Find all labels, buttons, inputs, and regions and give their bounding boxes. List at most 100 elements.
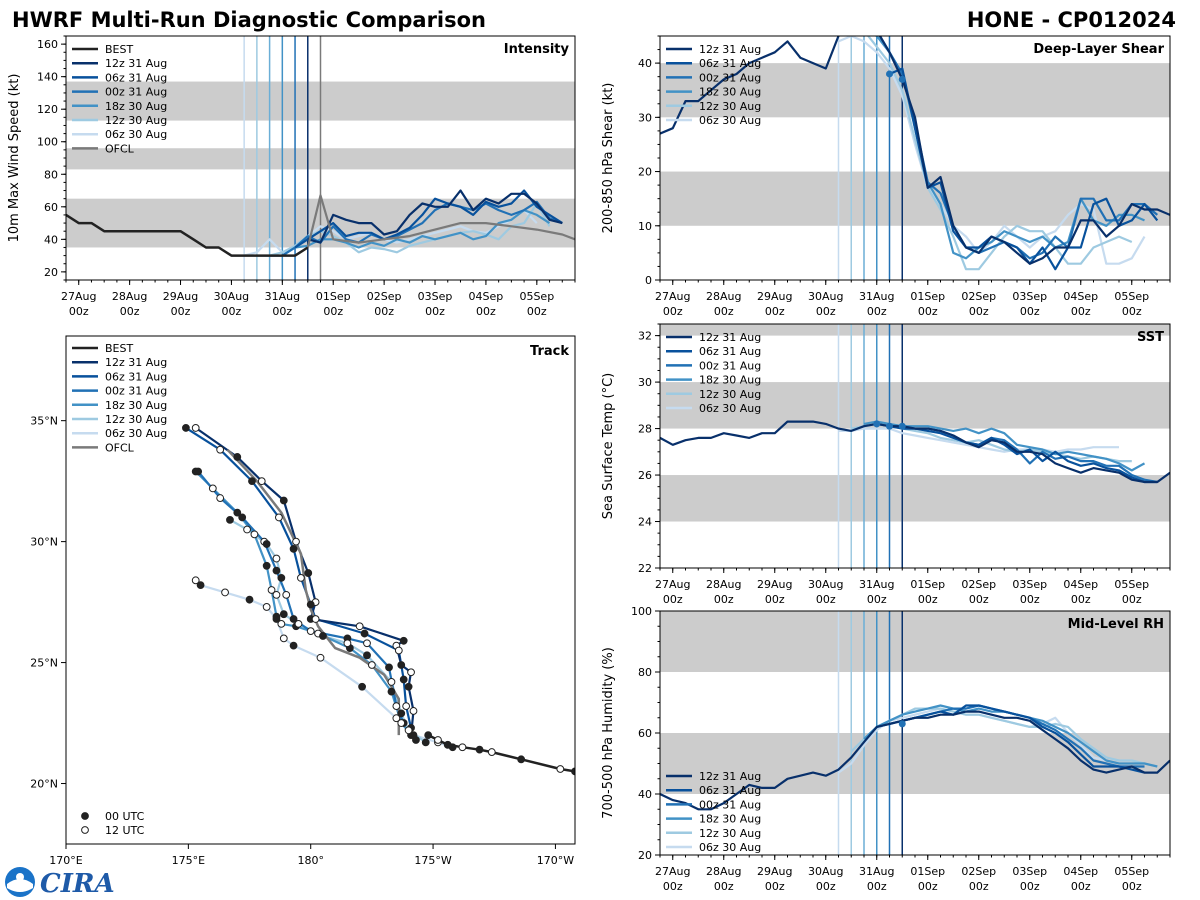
- lon-tick-label: 175°W: [414, 854, 451, 867]
- track-plot-area: [182, 424, 575, 776]
- track-point: [404, 726, 413, 735]
- track-point: [248, 477, 256, 486]
- y-tick-label: 120: [37, 103, 58, 116]
- x-tick-label-hour: 00z: [1020, 593, 1040, 606]
- y-tick-label: 140: [37, 71, 58, 84]
- x-tick-label-hour: 00z: [1071, 880, 1091, 893]
- track-point: [343, 639, 352, 648]
- y-tick-label: 20: [638, 849, 652, 862]
- y-tick-label: 40: [638, 57, 652, 70]
- x-tick-label-date: 31Aug: [859, 865, 894, 878]
- init-marker: [898, 720, 906, 728]
- x-tick-label-date: 05Sep: [1114, 290, 1149, 303]
- x-tick-label-hour: 00z: [663, 593, 683, 606]
- x-tick-label-date: 04Sep: [1063, 578, 1098, 591]
- series-line-18z-30-aug: [863, 420, 1146, 472]
- x-tick-label-hour: 00z: [663, 880, 683, 893]
- track-point: [272, 554, 281, 563]
- best-track-point: [458, 743, 467, 752]
- track-point: [267, 586, 276, 594]
- plot-area: [660, 611, 1170, 855]
- noaa-bird-icon: [16, 873, 24, 881]
- legend-label: 06z 31 Aug: [699, 784, 761, 797]
- x-tick-label-date: 01Sep: [316, 290, 351, 303]
- track-point: [355, 622, 364, 631]
- figure-title: HWRF Multi-Run Diagnostic Comparison: [12, 8, 486, 32]
- x-tick-label-date: 03Sep: [1012, 578, 1047, 591]
- legend-label: BEST: [105, 43, 133, 56]
- legend-label: 06z 30 Aug: [699, 402, 761, 415]
- track-point: [319, 632, 327, 640]
- track-point: [399, 675, 408, 684]
- track-line-12z-31-aug: [195, 426, 415, 736]
- track-point: [191, 467, 200, 476]
- x-tick-label-date: 28Aug: [112, 290, 147, 303]
- x-tick-label-hour: 00z: [867, 593, 887, 606]
- x-tick-label-date: 27Aug: [61, 290, 96, 303]
- x-tick-label-hour: 00z: [1020, 305, 1040, 318]
- legend-label: 12z 30 Aug: [699, 827, 761, 840]
- best-track-line: [427, 733, 575, 773]
- x-tick-label-date: 04Sep: [1063, 290, 1098, 303]
- legend-label: 18z 30 Aug: [699, 86, 761, 99]
- track-point: [272, 615, 281, 623]
- x-tick-label-hour: 00z: [714, 593, 734, 606]
- init-marker: [886, 422, 893, 430]
- x-tick-label-hour: 00z: [1020, 880, 1040, 893]
- lon-tick-label: 170°E: [49, 854, 82, 867]
- track-point: [306, 600, 315, 609]
- lat-tick-label: 20°N: [30, 778, 58, 791]
- track-point: [279, 610, 288, 619]
- track-point: [277, 619, 286, 628]
- marker-legend-symbol: [81, 826, 89, 834]
- x-tick-label-hour: 00z: [918, 880, 938, 893]
- track-point: [397, 719, 406, 727]
- track-point: [292, 537, 300, 546]
- y-tick-label: 40: [638, 788, 652, 801]
- track-point: [262, 603, 271, 611]
- track-point: [297, 574, 305, 582]
- track-point: [250, 530, 259, 539]
- y-axis-label: 10m Max Wind Speed (kt): [7, 74, 22, 243]
- series-line-06z-31-aug: [889, 704, 1145, 774]
- legend-label: 12z 31 Aug: [105, 356, 167, 369]
- best-track-line: [66, 213, 309, 257]
- track-point: [311, 615, 320, 623]
- x-tick-label-date: 02Sep: [961, 290, 996, 303]
- x-tick-label-hour: 00z: [171, 305, 191, 318]
- track-point: [216, 445, 225, 454]
- y-axis-label: 700-500 hPa Humidity (%): [601, 647, 616, 819]
- track-point: [392, 714, 401, 723]
- x-tick-label-hour: 00z: [969, 593, 989, 606]
- x-tick-label-date: 01Sep: [910, 865, 945, 878]
- track-point: [358, 682, 367, 691]
- legend-label: 18z 30 Aug: [699, 813, 761, 826]
- x-tick-label-date: 27Aug: [655, 578, 690, 591]
- track-point: [272, 590, 281, 599]
- best-track-point: [475, 745, 484, 754]
- track-point: [191, 576, 200, 585]
- y-tick-label: 30: [638, 111, 652, 124]
- storm-id: HONE - CP012024: [967, 8, 1176, 32]
- track-point: [238, 513, 247, 522]
- track-point: [216, 494, 225, 502]
- x-tick-label-date: 04Sep: [1063, 865, 1098, 878]
- track-point: [387, 678, 396, 686]
- x-tick-label-hour: 00z: [69, 305, 89, 318]
- x-tick-label-date: 04Sep: [469, 290, 504, 303]
- track-point: [363, 639, 371, 648]
- y-tick-label: 10: [638, 220, 652, 233]
- best-track-point: [517, 755, 526, 764]
- legend-label: 00z 31 Aug: [105, 86, 167, 99]
- series-line-12z-30-aug: [851, 36, 1133, 271]
- legend-label: 00z 31 Aug: [699, 798, 761, 811]
- track-point: [196, 581, 205, 590]
- x-tick-label-hour: 00z: [867, 305, 887, 318]
- x-tick-label-date: 28Aug: [706, 578, 741, 591]
- x-tick-label-hour: 00z: [816, 880, 836, 893]
- marker-legend-label: 00 UTC: [105, 810, 145, 823]
- x-tick-label-date: 03Sep: [418, 290, 453, 303]
- x-tick-label-date: 28Aug: [706, 290, 741, 303]
- x-tick-label-hour: 00z: [222, 305, 242, 318]
- x-tick-label-date: 03Sep: [1012, 865, 1047, 878]
